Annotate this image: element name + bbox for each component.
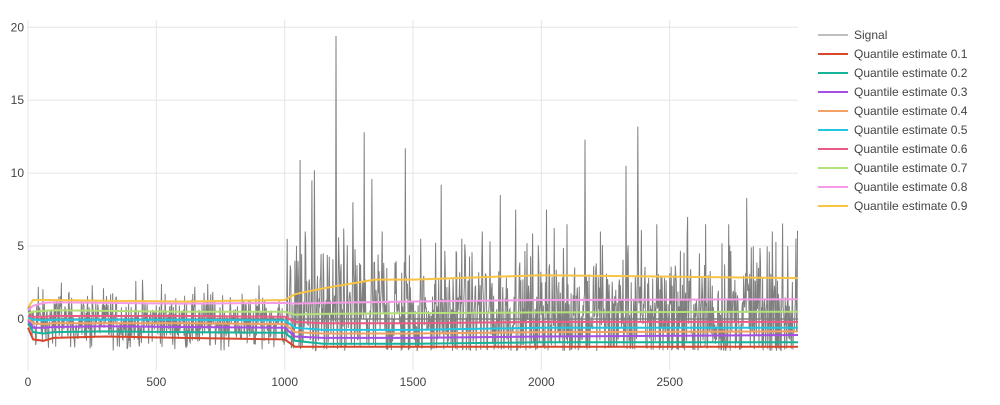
series-line-quantile-3 — [27, 319, 799, 339]
series-line-quantile-4 — [27, 318, 799, 335]
axes: 0 5 10 15 20 0 500 1000 1500 2000 2500 — [11, 20, 684, 389]
legend-label: Quantile estimate 0.8 — [854, 180, 968, 194]
legend-item[interactable]: Quantile estimate 0.8 — [818, 180, 968, 194]
legend-label: Quantile estimate 0.2 — [854, 66, 968, 80]
legend-item[interactable]: Quantile estimate 0.9 — [818, 199, 968, 213]
grid — [27, 20, 798, 370]
legend-label: Quantile estimate 0.6 — [854, 142, 968, 156]
y-tick-label: 0 — [17, 312, 24, 326]
legend-label: Quantile estimate 0.5 — [854, 123, 968, 137]
series-line-quantile-7 — [27, 309, 799, 316]
x-tick-label: 2000 — [528, 375, 555, 389]
legend-item[interactable]: Quantile estimate 0.3 — [818, 85, 968, 99]
y-tick-label: 5 — [17, 239, 24, 253]
series-line-quantile-5 — [27, 316, 798, 331]
x-tick-label: 0 — [25, 375, 32, 389]
legend-item[interactable]: Signal — [818, 28, 887, 42]
legend-label: Quantile estimate 0.7 — [854, 161, 968, 175]
legend-item[interactable]: Quantile estimate 0.7 — [818, 161, 968, 175]
series-line-quantile-8 — [27, 298, 799, 311]
x-tick-label: 500 — [146, 375, 166, 389]
legend-label: Quantile estimate 0.9 — [854, 199, 968, 213]
x-tick-label: 2500 — [656, 375, 683, 389]
quantile-series-group — [27, 274, 799, 348]
legend-label: Quantile estimate 0.3 — [854, 85, 968, 99]
y-tick-label: 20 — [11, 20, 25, 34]
legend-item[interactable]: Quantile estimate 0.5 — [818, 123, 968, 137]
series-line-quantile-1 — [27, 327, 798, 348]
series-line-quantile-9 — [27, 274, 799, 308]
legend-item[interactable]: Quantile estimate 0.4 — [818, 104, 968, 118]
y-tick-label: 10 — [11, 166, 25, 180]
legend-item[interactable]: Quantile estimate 0.2 — [818, 66, 968, 80]
legend-label: Quantile estimate 0.4 — [854, 104, 968, 118]
legend-label: Quantile estimate 0.1 — [854, 47, 968, 61]
legend[interactable]: Signal Quantile estimate 0.1 Quantile esti… — [818, 28, 968, 213]
legend-item[interactable]: Quantile estimate 0.6 — [818, 142, 968, 156]
y-tick-label: 15 — [11, 93, 25, 107]
x-tick-label: 1500 — [400, 375, 427, 389]
x-tick-label: 1000 — [271, 375, 298, 389]
series-line-quantile-6 — [27, 315, 798, 325]
series-line-quantile-2 — [27, 322, 798, 345]
legend-label: Signal — [854, 28, 887, 42]
legend-item[interactable]: Quantile estimate 0.1 — [818, 47, 968, 61]
